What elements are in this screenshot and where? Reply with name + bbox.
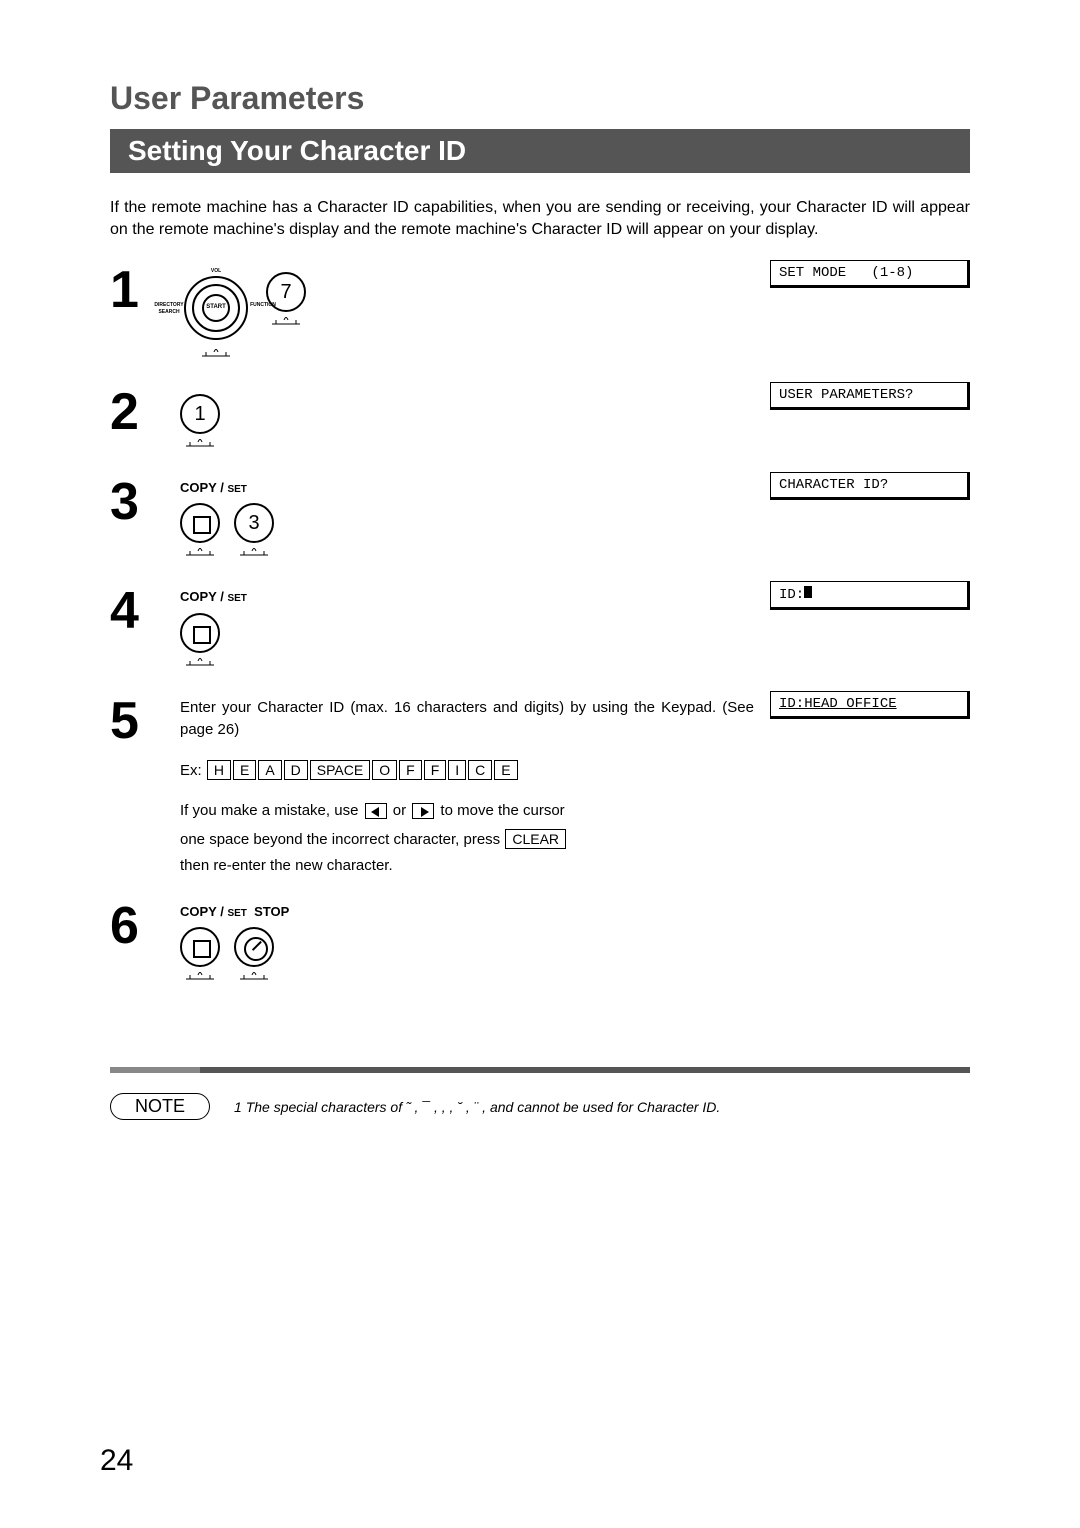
digit-key: 1 xyxy=(180,394,220,434)
copy-set-icon xyxy=(180,927,220,967)
keypad-key-3: 3 xyxy=(234,503,274,563)
copy-set-icon xyxy=(180,503,220,543)
copy-set-label: COPY / SET xyxy=(180,478,754,498)
press-icon xyxy=(266,314,306,332)
example-line: Ex: HEADSPACEOFFICE xyxy=(180,760,754,783)
key-f: F xyxy=(399,760,422,780)
mistake-paragraph-3: then re-enter the new character. xyxy=(180,855,754,878)
step-number: 2 xyxy=(110,382,180,438)
arrow-left-icon xyxy=(365,803,387,819)
press-icon xyxy=(180,545,220,563)
section-heading: Setting Your Character ID xyxy=(110,129,970,173)
dial-label-function: FUNCTION xyxy=(248,302,278,310)
copy-set-icon xyxy=(180,613,220,653)
lcd-display: USER PARAMETERS? xyxy=(770,382,970,410)
lcd-display: ID:HEAD OFFICE xyxy=(770,691,970,719)
step-number: 5 xyxy=(110,691,180,747)
press-icon xyxy=(180,436,220,454)
lcd-display: CHARACTER ID? xyxy=(770,472,970,500)
lcd-display: ID: xyxy=(770,581,970,610)
page-number: 24 xyxy=(100,1444,133,1478)
mistake-paragraph-2: one space beyond the incorrect character… xyxy=(180,829,754,852)
key-e2: E xyxy=(494,760,517,780)
stop-key xyxy=(234,927,274,987)
step-row: 1 VOL DIRECTORY SEARCH FUNCTION START xyxy=(110,260,970,364)
copy-set-label: COPY / SET xyxy=(180,587,754,607)
step-row: 6 COPY / SET STOP xyxy=(110,896,970,988)
lcd-display: SET MODE (1-8) xyxy=(770,260,970,288)
copy-set-stop-label: COPY / SET STOP xyxy=(180,902,754,922)
note-label: NOTE xyxy=(110,1093,210,1120)
press-icon xyxy=(196,346,236,364)
dial-label-vol: VOL xyxy=(180,268,252,276)
stop-icon xyxy=(234,927,274,967)
dial-center-label: START xyxy=(206,303,226,312)
step-row: 5 Enter your Character ID (max. 16 chara… xyxy=(110,691,970,878)
key-a: A xyxy=(258,760,281,780)
function-dial: VOL DIRECTORY SEARCH FUNCTION START xyxy=(180,272,252,364)
intro-paragraph: If the remote machine has a Character ID… xyxy=(110,197,970,242)
mistake-paragraph: If you make a mistake, use or to move th… xyxy=(180,800,754,823)
step-number: 6 xyxy=(110,896,180,952)
copy-set-key xyxy=(180,503,220,563)
key-d: D xyxy=(284,760,308,780)
key-f2: F xyxy=(424,760,447,780)
key-space: SPACE xyxy=(310,760,370,780)
press-icon xyxy=(234,969,274,987)
key-e: E xyxy=(233,760,256,780)
step5-instruction: Enter your Character ID (max. 16 charact… xyxy=(180,697,754,742)
copy-set-key xyxy=(180,927,220,987)
press-icon xyxy=(180,655,220,673)
cursor-icon xyxy=(804,586,812,598)
key-c: C xyxy=(468,760,492,780)
key-i: I xyxy=(448,760,466,780)
steps-container: 1 VOL DIRECTORY SEARCH FUNCTION START xyxy=(110,260,970,988)
divider-bar xyxy=(110,1067,970,1073)
digit-key: 3 xyxy=(234,503,274,543)
note-row: NOTE 1 The special characters of ˜ , ¯ ,… xyxy=(110,1093,970,1120)
press-icon xyxy=(180,969,220,987)
dial-label-dirsearch: DIRECTORY SEARCH xyxy=(152,302,186,317)
step-number: 3 xyxy=(110,472,180,528)
step-row: 2 1 USER PARAMETERS? xyxy=(110,382,970,454)
step-row: 4 COPY / SET ID: xyxy=(110,581,970,673)
step-number: 4 xyxy=(110,581,180,637)
page-title: User Parameters xyxy=(110,80,970,117)
step-row: 3 COPY / SET 3 C xyxy=(110,472,970,564)
note-text: 1 The special characters of ˜ , ¯ , , , … xyxy=(234,1099,720,1115)
arrow-right-icon xyxy=(412,803,434,819)
key-o: O xyxy=(372,760,397,780)
press-icon xyxy=(234,545,274,563)
keypad-key-1: 1 xyxy=(180,394,220,454)
copy-set-key xyxy=(180,613,220,673)
key-h: H xyxy=(207,760,231,780)
key-clear: CLEAR xyxy=(505,829,566,849)
